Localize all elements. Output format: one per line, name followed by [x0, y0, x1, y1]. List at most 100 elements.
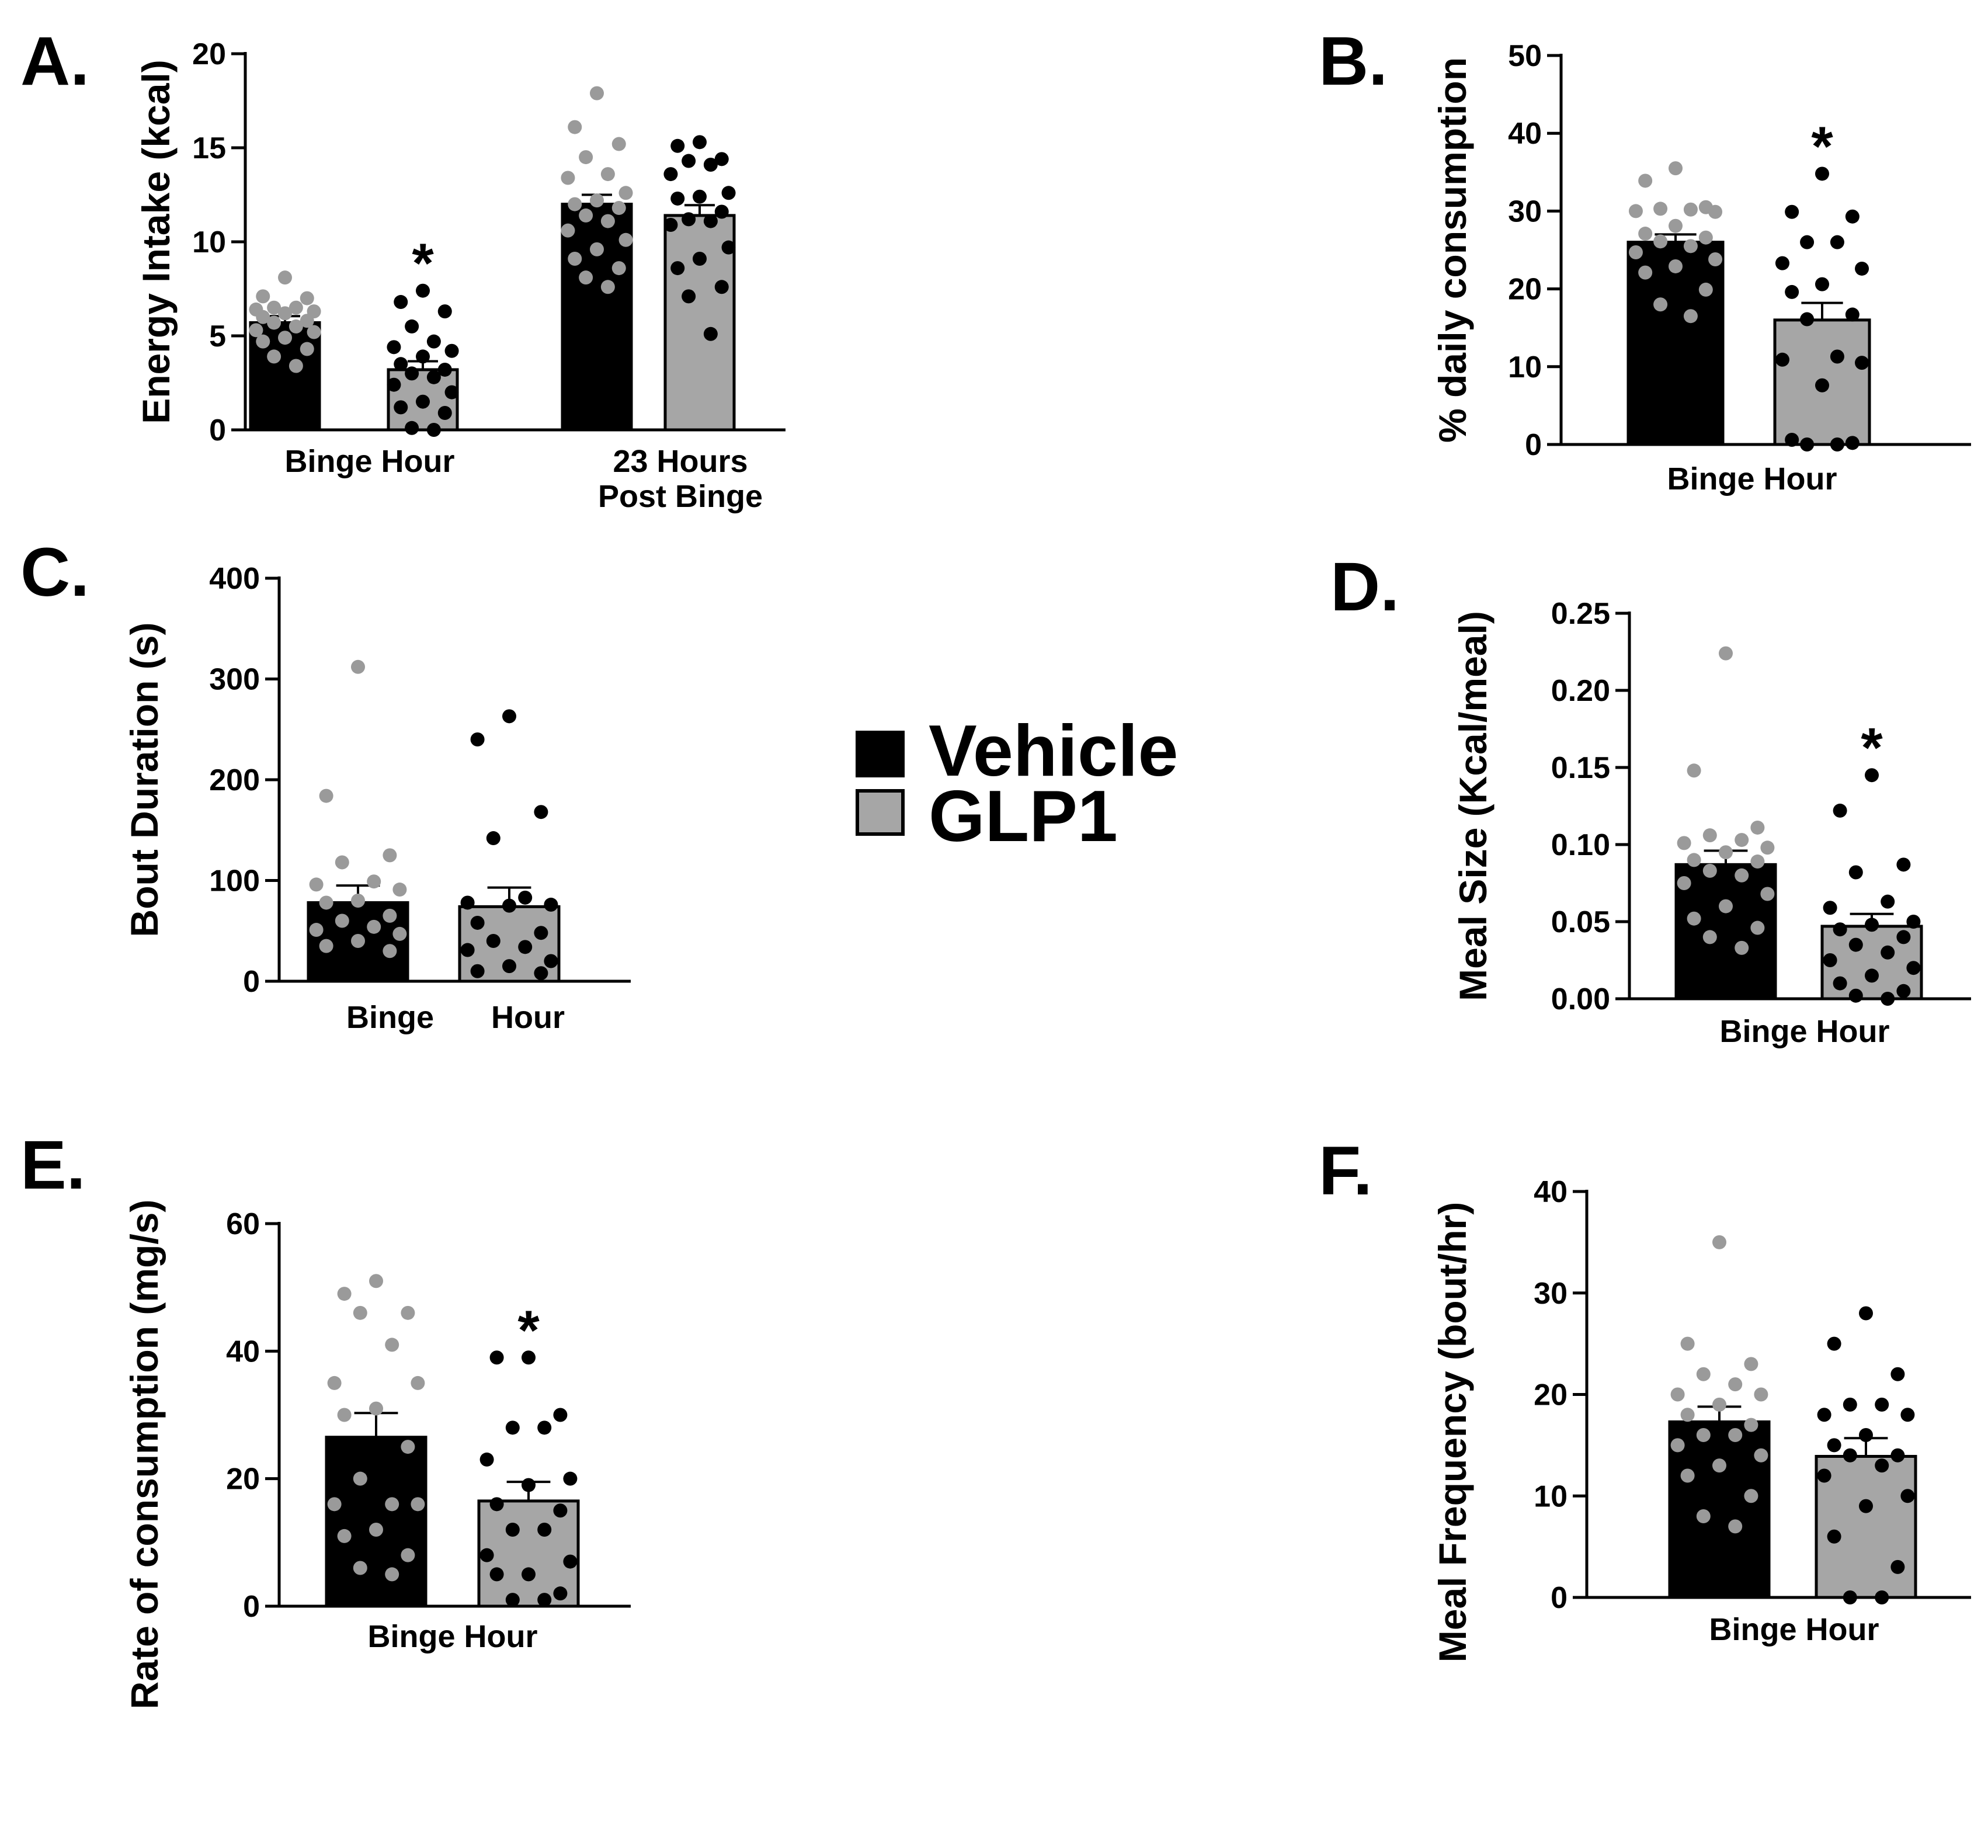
data-point [714, 152, 729, 166]
x-category-label: Binge [346, 1000, 434, 1035]
data-point [1669, 161, 1683, 176]
data-point [256, 310, 270, 324]
data-point [1881, 992, 1895, 1006]
data-point [486, 934, 501, 948]
data-point [1735, 833, 1749, 847]
data-point [401, 1305, 415, 1320]
data-point [1785, 433, 1799, 447]
data-point [505, 1593, 520, 1607]
data-point [1628, 245, 1643, 259]
data-point [670, 191, 685, 206]
data-point [319, 788, 333, 803]
y-tick-label: 30 [1508, 194, 1542, 228]
data-point [1859, 1428, 1873, 1442]
y-axis-label: Rate of consumption (mg/s) [123, 1200, 166, 1710]
data-point [1800, 235, 1815, 249]
data-point [537, 1420, 552, 1435]
data-point [544, 897, 558, 912]
data-point [387, 377, 401, 392]
data-point [1680, 1468, 1695, 1483]
data-point [1698, 282, 1713, 297]
data-point [1680, 1408, 1695, 1422]
data-point [426, 370, 441, 384]
data-point [1669, 218, 1683, 233]
data-point [1855, 261, 1869, 276]
data-point [1712, 1397, 1726, 1412]
x-category-label: Binge Hour [368, 1619, 538, 1654]
data-point [1708, 252, 1723, 266]
panel-label: D. [1330, 548, 1399, 626]
y-tick-label: 60 [226, 1207, 260, 1241]
data-point [351, 894, 365, 908]
data-point [618, 232, 633, 247]
x-category-label: Binge Hour [285, 444, 455, 479]
data-point [392, 883, 407, 897]
data-point [502, 959, 516, 974]
data-point [1800, 312, 1815, 326]
data-point [1817, 1468, 1831, 1483]
data-point [1670, 1438, 1685, 1453]
data-point [1865, 968, 1879, 983]
data-point [267, 315, 281, 330]
y-tick-label: 15 [192, 131, 226, 165]
data-point [1687, 853, 1701, 867]
data-point [367, 874, 381, 889]
data-point [416, 283, 430, 298]
data-point [682, 212, 696, 227]
y-tick-label: 20 [1534, 1378, 1568, 1412]
data-point [1906, 961, 1921, 975]
data-point [1875, 1590, 1889, 1604]
y-tick-label: 0.05 [1551, 905, 1610, 939]
data-point [1906, 915, 1921, 929]
data-point [522, 1567, 536, 1582]
data-point [383, 908, 397, 923]
data-point [1896, 930, 1911, 944]
data-point [411, 1375, 425, 1390]
data-point [1638, 265, 1653, 280]
data-point [721, 240, 736, 255]
data-point [1830, 349, 1844, 364]
data-point [278, 270, 292, 285]
data-point [489, 1497, 504, 1512]
data-point [1735, 868, 1749, 883]
data-point [563, 1471, 578, 1486]
significance-asterisk: * [1811, 115, 1833, 178]
data-point [460, 895, 475, 910]
data-point [1708, 204, 1723, 219]
data-point [1687, 763, 1701, 778]
data-point [1900, 1408, 1915, 1422]
data-point [721, 186, 736, 200]
y-tick-label: 20 [1508, 273, 1542, 307]
data-point [1638, 173, 1653, 188]
data-point [369, 1274, 383, 1288]
y-tick-label: 0.15 [1551, 751, 1610, 785]
data-point [1696, 1367, 1711, 1381]
data-point [387, 340, 401, 355]
data-point [1719, 899, 1733, 913]
data-point [663, 218, 678, 232]
data-point [385, 1338, 399, 1352]
y-tick-label: 100 [209, 864, 260, 898]
data-point [394, 400, 408, 415]
legend-label-vehicle: Vehicle [929, 711, 1178, 791]
data-point [1823, 953, 1837, 967]
x-category-label: Binge Hour [1720, 1014, 1890, 1049]
y-axis-label: Energy Intake (kcal) [134, 60, 178, 424]
data-point [319, 939, 333, 953]
data-point [563, 1554, 578, 1569]
data-point [611, 261, 626, 276]
data-point [534, 926, 548, 940]
data-point [1728, 1377, 1743, 1392]
bar-vehicle [1668, 1420, 1771, 1599]
data-point [405, 366, 419, 381]
data-point [693, 189, 707, 204]
data-point [670, 138, 685, 153]
data-point [335, 913, 349, 928]
y-tick-label: 30 [1534, 1277, 1568, 1311]
data-point [1890, 1559, 1905, 1574]
data-point [1845, 307, 1860, 322]
data-point [1702, 930, 1717, 944]
data-point [568, 251, 582, 266]
data-point [693, 135, 707, 150]
data-point [416, 349, 430, 364]
